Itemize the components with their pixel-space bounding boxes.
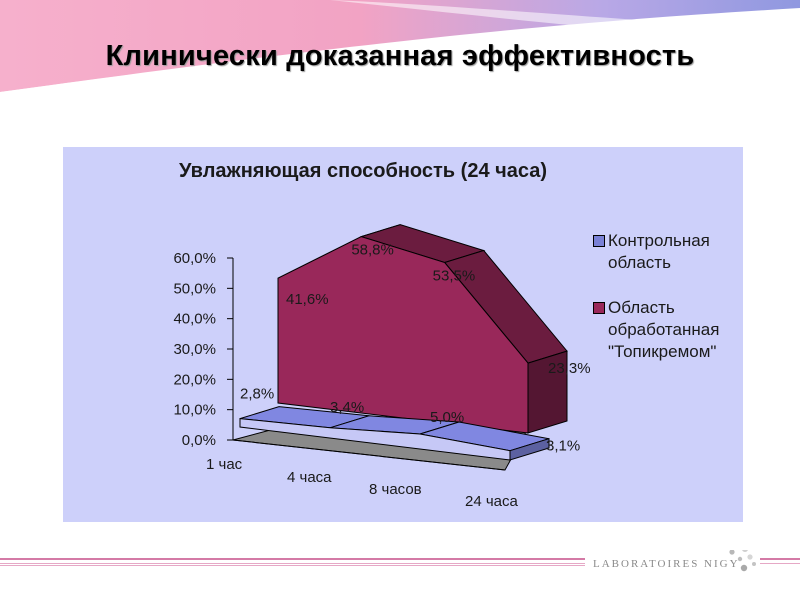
legend-label-treated: Область обработанная "Топикремом" (608, 298, 720, 361)
y-tick-label: 0,0% (182, 432, 216, 449)
x-tick-label: 1 час (206, 456, 243, 473)
footer-brand: LABORATOIRES NIGY (593, 558, 740, 570)
data-label-treated: 58,8% (351, 242, 394, 259)
y-tick-label: 10,0% (173, 402, 216, 419)
data-label-control: 3,1% (546, 438, 580, 455)
series-treated-area (277, 236, 529, 434)
slide-title: Клинически доказанная эффективность (105, 40, 695, 72)
data-label-treated: 23,3% (548, 360, 591, 377)
legend-label-control: Контрольная область (608, 231, 710, 272)
y-tick-label: 30,0% (173, 341, 216, 358)
x-tick-label: 24 часа (465, 493, 519, 510)
x-tick-label: 4 часа (287, 469, 332, 486)
footer-decoration (0, 550, 800, 572)
legend-swatch-treated (593, 302, 605, 314)
data-label-treated: 53,5% (433, 268, 476, 285)
data-label-control: 5,0% (430, 409, 464, 426)
header-decoration (0, 0, 800, 98)
legend-swatch-control (593, 235, 605, 247)
y-tick-label: 50,0% (173, 280, 216, 297)
x-axis-line (232, 439, 506, 471)
y-tick-label: 40,0% (173, 311, 216, 328)
data-label-control: 2,8% (240, 386, 274, 403)
y-tick-label: 20,0% (173, 371, 216, 388)
x-tick-label: 8 часов (369, 481, 422, 498)
y-tick-label: 60,0% (173, 250, 216, 267)
series-control-area (239, 418, 511, 461)
data-label-control: 3,4% (330, 399, 364, 416)
chart-title: Увлажняющая способность (24 часа) (178, 160, 548, 182)
data-label-treated: 41,6% (286, 291, 329, 308)
